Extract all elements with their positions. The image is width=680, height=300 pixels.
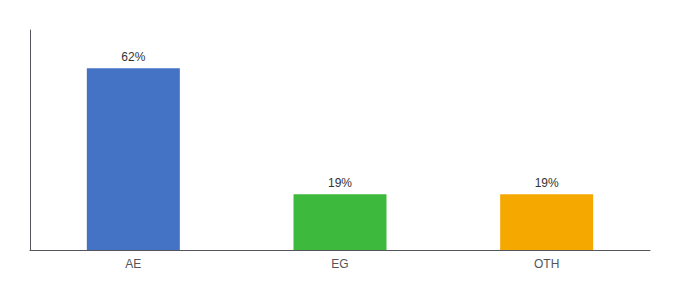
svg-text:OTH: OTH [534,257,559,271]
svg-text:19%: 19% [535,176,559,190]
svg-text:AE: AE [125,257,141,271]
svg-text:62%: 62% [121,50,145,64]
svg-text:19%: 19% [328,176,352,190]
svg-text:EG: EG [331,257,348,271]
